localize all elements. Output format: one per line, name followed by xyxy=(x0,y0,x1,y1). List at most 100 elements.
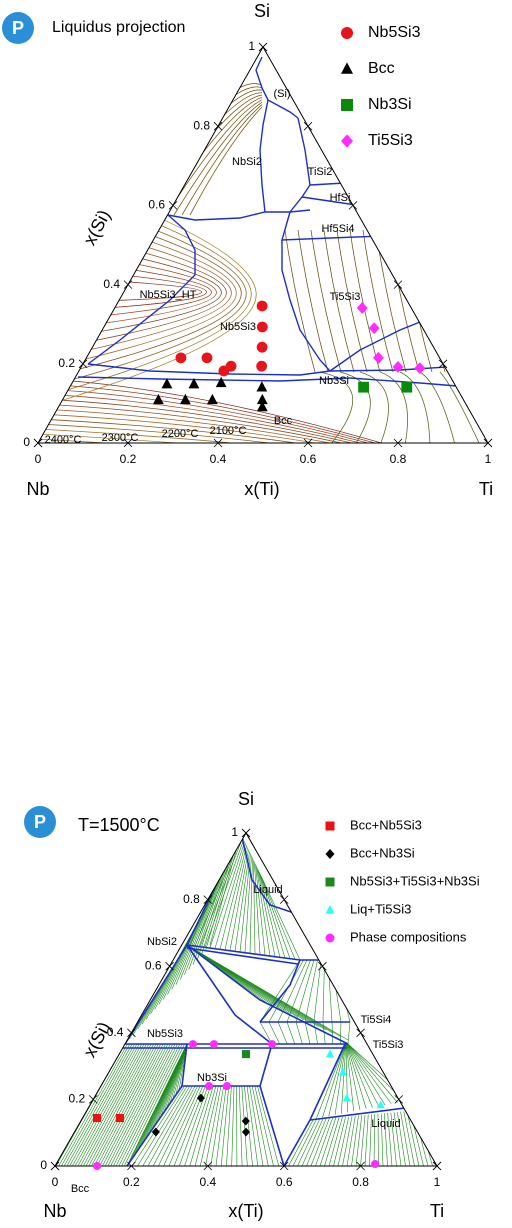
legend-marker xyxy=(325,933,335,943)
tie-line xyxy=(124,1043,185,1166)
tie-line xyxy=(351,1115,359,1166)
tie-line xyxy=(259,873,291,959)
tick-mark xyxy=(213,438,223,448)
tie-line xyxy=(390,1112,397,1166)
isotherm xyxy=(38,432,427,443)
marker xyxy=(201,352,213,364)
y-tick-label: 0.8 xyxy=(183,892,200,906)
y-tick-label: 0 xyxy=(23,435,30,449)
tick-mark xyxy=(394,1095,404,1104)
marker xyxy=(115,1113,124,1123)
legend-label: Nb5Si3+Ti5Si3+Nb3Si xyxy=(350,873,480,888)
marker xyxy=(392,361,404,373)
marker xyxy=(92,1161,102,1171)
tie-line xyxy=(189,833,242,946)
logo: P xyxy=(24,806,56,838)
isotherm xyxy=(173,101,263,216)
tie-line xyxy=(315,1117,333,1166)
region-label: Hf5Si4 xyxy=(321,223,354,235)
x-tick-label: 0.2 xyxy=(123,1175,140,1189)
marker xyxy=(206,393,218,405)
tie-line xyxy=(88,1043,154,1166)
tie-line xyxy=(260,875,296,960)
vertex-label: Ti xyxy=(479,479,493,499)
tie-line xyxy=(229,849,249,951)
isotherm xyxy=(38,412,443,443)
phase-boundary xyxy=(283,1119,311,1166)
tick-mark xyxy=(203,895,213,904)
marker xyxy=(325,1049,335,1058)
isotherm xyxy=(59,241,222,339)
tie-line xyxy=(209,841,246,948)
tick-mark xyxy=(168,201,178,210)
tie-line xyxy=(255,865,271,956)
tie-line xyxy=(246,1085,259,1166)
logo-badge xyxy=(24,806,56,838)
tie-line xyxy=(194,1085,217,1166)
tie-line xyxy=(220,1085,230,1166)
tie-line xyxy=(234,851,250,952)
tie-line xyxy=(85,1043,152,1166)
phase-boundary xyxy=(240,833,301,916)
tie-line xyxy=(102,1043,166,1166)
tie-line xyxy=(334,1043,347,1116)
legend-marker xyxy=(325,849,335,859)
x-tick-label: 0.2 xyxy=(120,452,137,466)
marker xyxy=(338,1067,348,1076)
isotherm xyxy=(453,229,485,373)
tie-line xyxy=(219,845,248,950)
legend-marker xyxy=(341,62,353,74)
legend-label: Bcc+Nb5Si3 xyxy=(350,817,422,832)
tie-line xyxy=(393,1112,402,1166)
region-label: (Si) xyxy=(273,88,290,100)
y-tick-label: 0 xyxy=(40,1158,47,1172)
legend-label: Nb5Si3 xyxy=(368,24,421,41)
y-tick-label: 0.6 xyxy=(145,958,162,972)
x-tick-label: 0.6 xyxy=(300,452,317,466)
vertex-label: Si xyxy=(254,1,270,21)
tie-line xyxy=(347,1043,398,1103)
tie-line xyxy=(400,1111,411,1166)
isotherm xyxy=(379,371,408,443)
tick-mark xyxy=(432,1161,442,1171)
tie-line xyxy=(215,1085,227,1166)
tie-line xyxy=(346,1043,355,1112)
marker xyxy=(373,351,384,364)
tie-line xyxy=(210,1085,224,1166)
plot-area xyxy=(55,833,437,1166)
marker xyxy=(256,321,268,333)
vertex-label: Nb xyxy=(43,1201,66,1221)
tie-line xyxy=(204,839,245,948)
tie-line xyxy=(259,959,301,1023)
tick-mark xyxy=(127,1028,136,1038)
chart-title: Liquidus projection xyxy=(52,19,185,36)
phase-boundary xyxy=(309,1043,346,1121)
tie-line xyxy=(328,1043,346,1117)
marker xyxy=(161,378,173,389)
tie-line xyxy=(91,1043,157,1166)
marker xyxy=(218,365,230,377)
tie-line xyxy=(259,1021,273,1045)
marker xyxy=(92,1113,102,1123)
logo-badge xyxy=(2,12,34,44)
tick-mark xyxy=(279,895,289,904)
tick-mark xyxy=(393,280,403,289)
tie-line xyxy=(251,1085,269,1166)
isotherm xyxy=(336,229,368,373)
region-label: Ti5Si3 xyxy=(373,1039,404,1051)
region-label: 2100°C xyxy=(210,425,247,437)
tick-mark xyxy=(318,961,327,971)
tie-line xyxy=(346,1043,361,1111)
tie-line xyxy=(258,871,286,959)
marker xyxy=(222,1082,231,1091)
isotherm xyxy=(38,392,459,443)
triangle-frame xyxy=(37,45,489,444)
tie-line xyxy=(346,1043,373,1108)
tie-line xyxy=(104,1043,169,1166)
tie-line xyxy=(347,1043,392,1104)
tie-line xyxy=(324,1117,340,1166)
x-tick-label: 1 xyxy=(434,1175,441,1189)
marker xyxy=(256,300,268,312)
tie-line xyxy=(172,1043,188,1100)
marker xyxy=(179,393,191,405)
